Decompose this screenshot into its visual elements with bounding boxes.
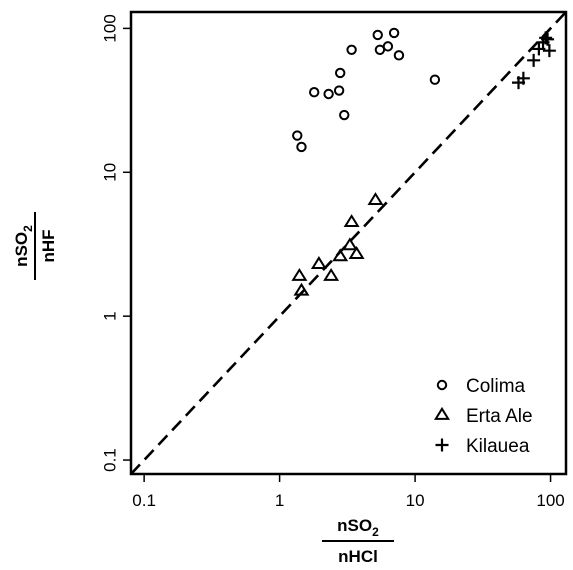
legend-entry: Colima [436, 376, 526, 397]
y-tick-label: 10 [101, 163, 120, 182]
legend-marker-circle [436, 379, 448, 391]
data-point [323, 88, 334, 100]
legend-label: Erta Ale [466, 406, 533, 427]
data-point [323, 267, 340, 281]
x-axis-title-denominator: nHCl [338, 547, 378, 566]
data-point [388, 27, 400, 39]
data-point [346, 44, 357, 55]
data-point [539, 31, 553, 45]
data-point [334, 67, 346, 79]
x-tick-label: 10 [406, 491, 425, 510]
y-axis-title-numerator: nSO2 [12, 225, 35, 267]
data-point [348, 245, 365, 259]
data-point [542, 44, 556, 58]
data-point [341, 237, 358, 251]
data-point [293, 282, 310, 296]
legend-entry: Kilauea [435, 436, 530, 457]
x-axis-title: nSO2 nHCl [322, 516, 394, 566]
legend-marker-triangle [434, 406, 450, 420]
legend: Colima Erta Ale Kilauea [434, 376, 533, 457]
data-point [393, 50, 405, 61]
data-point [516, 71, 530, 85]
series-colima [292, 27, 441, 153]
legend-marker-plus [435, 438, 449, 452]
data-point [372, 29, 383, 41]
x-axis: 0.1 1 10 100 [132, 474, 565, 510]
data-point [367, 192, 384, 206]
data-point [332, 248, 349, 262]
data-points-layer [291, 27, 556, 296]
y-tick-label: 1 [101, 311, 120, 320]
data-point [429, 74, 441, 85]
y-axis-title-denominator: nHF [39, 229, 58, 262]
series-erta-ale [291, 192, 384, 296]
x-tick-label: 1 [275, 491, 284, 510]
data-point [382, 41, 394, 52]
x-axis-title-numerator: nSO2 [337, 516, 379, 539]
data-point [343, 214, 360, 228]
data-point [527, 53, 541, 67]
plot-frame [129, 10, 568, 476]
data-point [532, 42, 546, 56]
y-tick-label: 0.1 [101, 448, 120, 472]
data-point [291, 267, 308, 281]
one-to-one-reference-line [130, 11, 567, 475]
data-point [339, 109, 350, 121]
data-point [292, 130, 303, 141]
data-point [541, 32, 555, 46]
y-axis: 0.1 1 10 100 [101, 14, 131, 472]
legend-entry: Erta Ale [434, 406, 533, 427]
data-point [310, 256, 327, 269]
data-point [308, 87, 320, 98]
legend-label: Kilauea [466, 436, 530, 457]
data-point [296, 141, 307, 153]
x-tick-label: 100 [536, 491, 564, 510]
series-kilauea [512, 31, 556, 90]
y-tick-label: 100 [101, 14, 120, 42]
x-tick-label: 0.1 [132, 491, 156, 510]
data-point [333, 85, 345, 96]
reference-line-layer [130, 11, 567, 475]
y-axis-title: nSO2 nHF [12, 212, 58, 280]
legend-label: Colima [466, 376, 526, 397]
